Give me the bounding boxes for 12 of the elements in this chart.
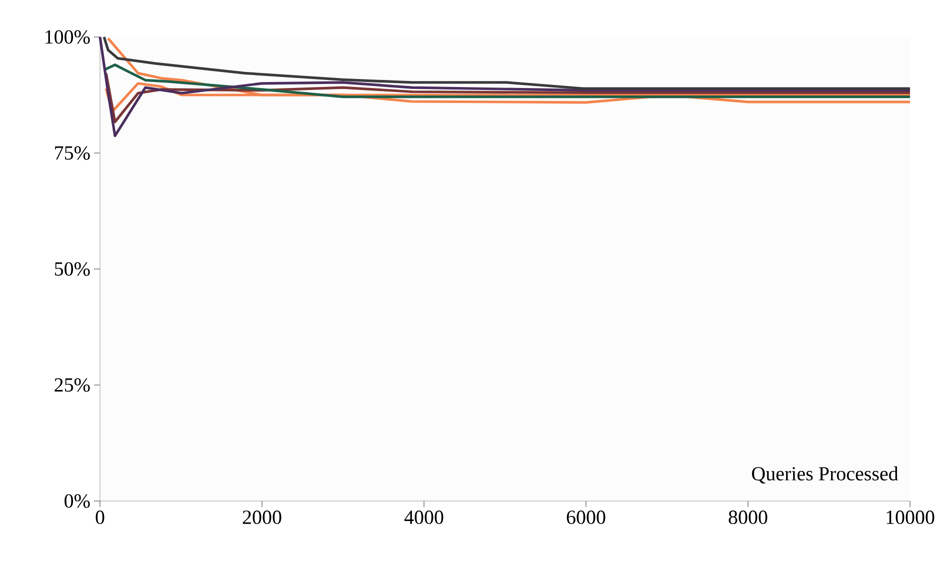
y-tick-label: 0% [64, 494, 90, 508]
y-tick-label: 50% [54, 262, 90, 276]
x-tick-label: 8000 [728, 510, 768, 524]
x-axis-title: Queries Processed [752, 466, 898, 484]
x-tick-label: 4000 [404, 510, 444, 524]
x-tick-label: 0 [96, 510, 104, 524]
y-tick-label: 100% [46, 30, 90, 44]
x-tick-label: 6000 [566, 510, 606, 524]
x-tick-label: 10000 [886, 510, 934, 524]
x-tick-label: 2000 [242, 510, 282, 524]
y-tick-label: 25% [54, 378, 90, 392]
y-tick-label: 75% [55, 146, 90, 160]
